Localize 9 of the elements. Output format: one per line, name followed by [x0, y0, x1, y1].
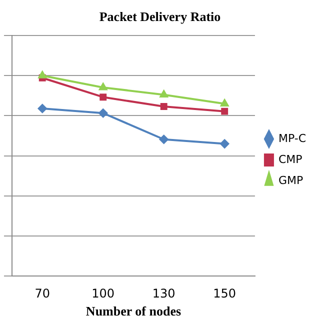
x-tick-label: 150 [213, 286, 236, 300]
x-axis-title: Number of nodes [86, 304, 182, 319]
legend-label: MP-C [278, 132, 306, 145]
x-tick-label: 100 [92, 286, 115, 300]
x-tick-label: 70 [34, 286, 50, 300]
legend-label: CMP [278, 152, 303, 166]
chart-title: Packet Delivery Ratio [99, 9, 221, 24]
x-tick-label: 130 [152, 286, 176, 300]
legend-label: GMP [278, 174, 304, 187]
